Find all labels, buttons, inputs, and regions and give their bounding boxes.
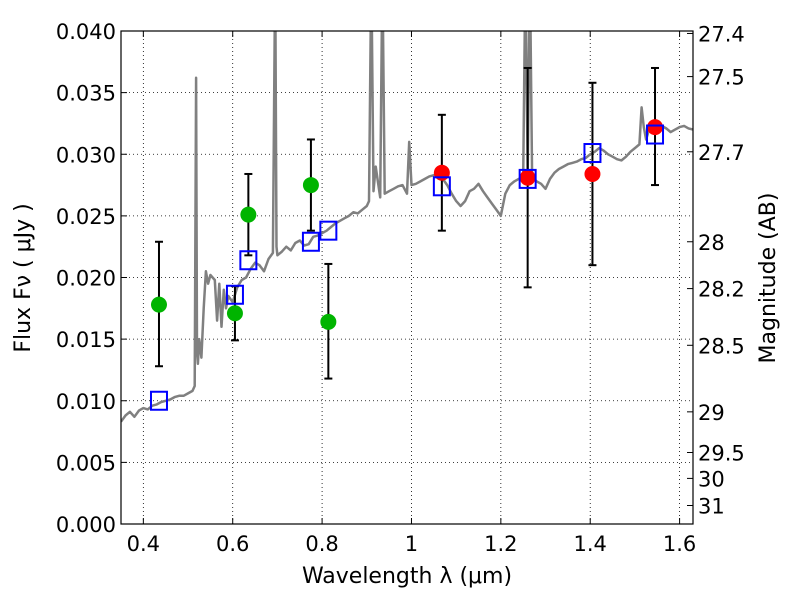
red-point bbox=[647, 119, 664, 136]
green-point bbox=[320, 313, 337, 330]
right-tick-label: 28.5 bbox=[698, 334, 745, 358]
red-points bbox=[433, 119, 664, 186]
red-point bbox=[433, 164, 450, 181]
x-tick-label: 1.2 bbox=[484, 532, 517, 556]
grid-lines bbox=[121, 31, 693, 524]
y-tick-label: 0.025 bbox=[56, 205, 116, 229]
right-tick-label: 29 bbox=[698, 401, 725, 425]
right-tick-label: 29.5 bbox=[698, 442, 745, 466]
blue-square bbox=[432, 176, 451, 197]
x-tick-label: 1.4 bbox=[574, 532, 607, 556]
right-tick-label: 30 bbox=[698, 467, 725, 491]
blue-square bbox=[301, 231, 320, 252]
x-tick-label: 0.8 bbox=[305, 532, 338, 556]
y-tick-label: 0.030 bbox=[56, 143, 116, 167]
y-tick-label: 0.000 bbox=[56, 513, 116, 537]
right-tick-label: 28.2 bbox=[698, 278, 745, 302]
y-axis-label-right: Magnitude (AB) bbox=[756, 193, 781, 364]
y-tick-label: 0.040 bbox=[56, 20, 116, 44]
red-point bbox=[584, 165, 601, 182]
x-tick-label: 0.4 bbox=[127, 532, 160, 556]
green-point bbox=[226, 305, 243, 322]
blue-square bbox=[518, 168, 537, 189]
right-axis-ticks: 27.4 27.5 27.7 28 28.2 28.5 29 29.530 31 bbox=[687, 22, 745, 519]
y-axis-ticks: 0.000 0.005 0.010 0.015 0.020 0.025 0.030 0.035… bbox=[56, 20, 127, 537]
x-tick-label: 0.6 bbox=[216, 532, 249, 556]
y-tick-label: 0.015 bbox=[56, 328, 116, 352]
x-axis-label: Wavelength λ (μm) bbox=[302, 564, 512, 589]
right-tick-label: 27.5 bbox=[698, 66, 745, 90]
blue-square bbox=[583, 143, 602, 164]
green-point bbox=[240, 206, 257, 223]
x-axis-ticks: 0.4 0.6 0.8 1 1.2 1.4 1.6 bbox=[127, 31, 696, 556]
red-point bbox=[519, 169, 536, 186]
blue-squares bbox=[149, 124, 665, 411]
blue-square bbox=[149, 390, 168, 411]
green-points bbox=[150, 177, 337, 330]
blue-square bbox=[225, 284, 244, 305]
blue-square bbox=[239, 250, 258, 271]
green-point bbox=[150, 296, 167, 313]
y-tick-label: 0.005 bbox=[56, 451, 116, 475]
y-tick-label: 0.035 bbox=[56, 82, 116, 106]
right-tick-label: 27.7 bbox=[698, 141, 745, 165]
y-tick-label: 0.020 bbox=[56, 267, 116, 291]
blue-square bbox=[646, 124, 665, 145]
x-tick-label: 1 bbox=[405, 532, 418, 556]
y-tick-label: 0.010 bbox=[56, 390, 116, 414]
x-tick-label: 1.6 bbox=[663, 532, 696, 556]
right-tick-label: 27.4 bbox=[698, 22, 745, 46]
right-tick-label: 28 bbox=[698, 231, 725, 255]
green-point bbox=[302, 177, 319, 194]
blue-square bbox=[319, 220, 338, 241]
y-axis-label-left: Flux Fν ( μJy ) bbox=[11, 203, 36, 352]
right-tick-label: 31 bbox=[698, 495, 725, 519]
